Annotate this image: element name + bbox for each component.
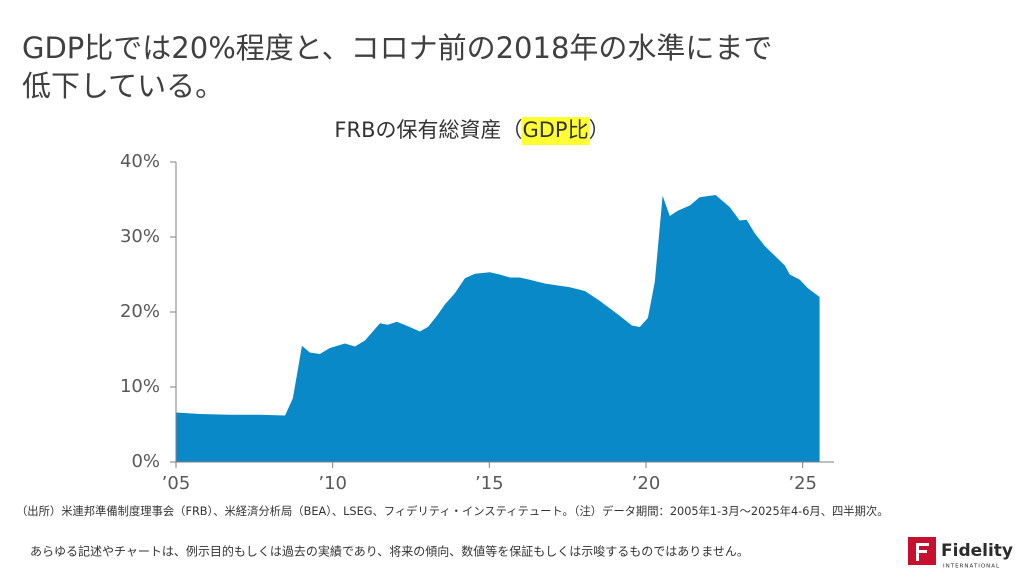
disclaimer: あらゆる記述やチャートは、例示目的もしくは過去の実績であり、将来の傾向、数値等を… <box>30 544 749 559</box>
x-tick-label: ’05 <box>162 473 191 494</box>
source-note: （出所）米連邦準備制度理事会（FRB）、米経済分析局（BEA）、LSEG、フィデ… <box>16 504 889 518</box>
chart-title: GDP比 <box>522 118 588 142</box>
logo-subtext: INTERNATIONAL <box>943 564 1000 570</box>
chart-title: FRBの保有総資産（ <box>334 118 522 142</box>
title-highlight <box>521 117 590 145</box>
logo-icon <box>916 543 929 561</box>
chart-title: ） <box>589 118 610 142</box>
logo-text: Fidelity <box>941 541 1013 561</box>
x-tick-label: ’25 <box>788 473 817 494</box>
headline: 低下している。 <box>22 69 224 103</box>
y-tick-label: 40% <box>120 151 160 172</box>
y-tick-label: 20% <box>120 301 160 322</box>
x-tick-label: ’20 <box>632 473 661 494</box>
y-tick-label: 30% <box>120 226 160 247</box>
x-tick-label: ’10 <box>318 473 347 494</box>
y-tick-label: 10% <box>120 376 160 397</box>
area <box>176 195 820 462</box>
y-tick-label: 0% <box>131 451 160 472</box>
headline: GDP比では20%程度と、コロナ前の2018年の水準にまで <box>22 31 772 65</box>
x-tick-label: ’15 <box>475 473 504 494</box>
